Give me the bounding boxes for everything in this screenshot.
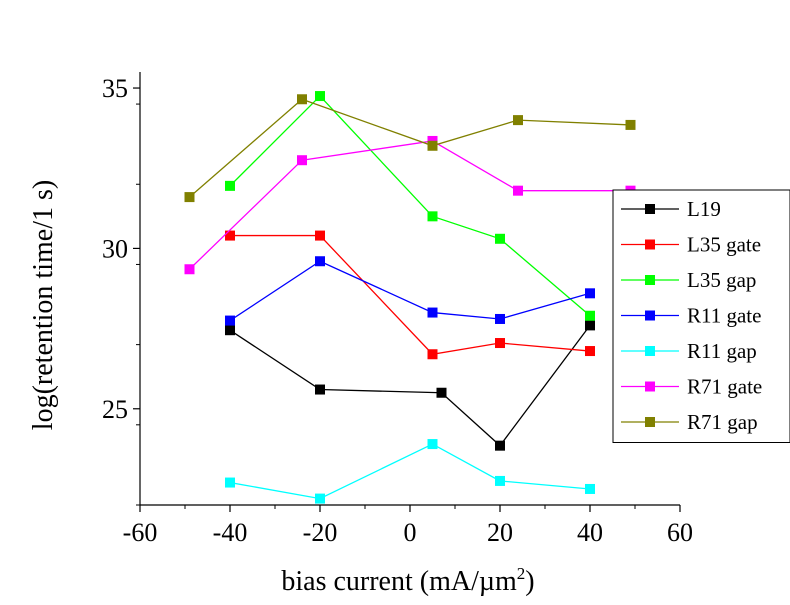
x-tick-label: 20 bbox=[487, 518, 513, 547]
legend-swatch-marker bbox=[645, 346, 655, 356]
legend-swatch-marker bbox=[645, 204, 655, 214]
y-axis-title: log(retention time/1 s) bbox=[28, 180, 59, 430]
data-point bbox=[184, 192, 195, 203]
legend-label: R71 gate bbox=[687, 375, 762, 399]
legend-swatch-marker bbox=[645, 417, 655, 427]
data-point bbox=[315, 91, 325, 102]
x-tick-label: 0 bbox=[404, 518, 417, 547]
x-tick-label: -40 bbox=[213, 518, 248, 547]
series-r11-gap bbox=[225, 439, 595, 504]
data-point bbox=[585, 346, 595, 357]
data-point bbox=[495, 440, 505, 451]
series-r11-gate bbox=[225, 256, 595, 326]
data-point bbox=[225, 325, 235, 336]
y-tick-label: 35 bbox=[102, 74, 128, 103]
data-point bbox=[427, 211, 438, 222]
data-point bbox=[225, 230, 235, 241]
x-tick-label: -60 bbox=[123, 518, 158, 547]
x-axis-title-superscript: 2 bbox=[517, 564, 526, 583]
legend: L19 L35 gate L35 gap R11 gate R11 gap R71 gat… bbox=[612, 189, 790, 443]
legend-label: L19 bbox=[687, 197, 721, 221]
series-r71-gap bbox=[184, 94, 636, 203]
legend-label: R11 gap bbox=[687, 339, 757, 363]
legend-swatch-marker bbox=[645, 275, 655, 285]
data-point bbox=[315, 493, 325, 504]
legend-swatch-marker bbox=[645, 239, 655, 250]
legend-item: L35 gap bbox=[621, 268, 756, 292]
x-tick-label: -20 bbox=[303, 518, 338, 547]
legend-swatch-marker bbox=[645, 381, 655, 392]
x-tick-label: 60 bbox=[667, 518, 693, 547]
data-point bbox=[225, 477, 235, 488]
legend-item: R71 gap bbox=[621, 410, 758, 434]
legend-item: R71 gate bbox=[621, 375, 762, 399]
data-point bbox=[495, 233, 505, 244]
data-point bbox=[585, 320, 595, 331]
data-point bbox=[427, 439, 438, 450]
data-point bbox=[315, 256, 325, 267]
series-l35-gap bbox=[225, 91, 595, 321]
data-point bbox=[585, 483, 595, 494]
data-point bbox=[184, 264, 195, 275]
data-point bbox=[225, 180, 235, 191]
legend-swatch-marker bbox=[645, 310, 655, 321]
legend-item: L19 bbox=[621, 197, 721, 221]
series-layer bbox=[184, 91, 636, 504]
data-point bbox=[513, 115, 523, 126]
y-tick-label: 25 bbox=[102, 395, 128, 424]
series-line bbox=[229, 443, 591, 500]
series-l35-gate bbox=[225, 230, 595, 360]
data-point bbox=[297, 155, 307, 166]
data-point bbox=[225, 315, 235, 326]
data-point bbox=[495, 338, 505, 349]
series-line bbox=[229, 95, 591, 317]
legend-label: L35 gap bbox=[687, 268, 756, 292]
x-axis-title-main: bias current (mA/µm bbox=[281, 566, 517, 597]
data-point bbox=[315, 230, 325, 241]
series-r71-gate bbox=[184, 135, 636, 275]
legend-item: R11 gap bbox=[621, 339, 757, 363]
x-axis-title: bias current (mA/µm2) bbox=[281, 564, 534, 597]
data-point bbox=[495, 313, 505, 324]
legend-label: L35 gate bbox=[687, 233, 761, 257]
legend-label: R11 gate bbox=[687, 304, 761, 328]
data-point bbox=[315, 384, 325, 395]
series-line bbox=[229, 324, 591, 447]
axes: -60 -40 -20 0 20 40 60 25 30 35 bbox=[102, 72, 693, 547]
legend-item: L35 gate bbox=[621, 233, 761, 257]
series-l19 bbox=[225, 320, 595, 451]
data-point bbox=[585, 288, 595, 299]
data-point bbox=[585, 310, 595, 321]
series-line bbox=[230, 234, 591, 355]
legend-item: R11 gate bbox=[621, 304, 761, 328]
data-point bbox=[513, 185, 523, 196]
y-tick-label: 30 bbox=[102, 234, 128, 263]
data-point bbox=[436, 387, 447, 398]
data-point bbox=[495, 475, 505, 486]
data-point bbox=[297, 94, 307, 105]
legend-box bbox=[612, 189, 790, 443]
data-point bbox=[625, 119, 636, 130]
data-point bbox=[427, 307, 438, 318]
data-point bbox=[427, 140, 438, 151]
data-point bbox=[427, 349, 438, 360]
legend-label: R71 gap bbox=[687, 410, 758, 434]
series-line bbox=[189, 98, 631, 198]
x-axis-title-close: ) bbox=[525, 566, 534, 597]
x-tick-label: 40 bbox=[577, 518, 603, 547]
